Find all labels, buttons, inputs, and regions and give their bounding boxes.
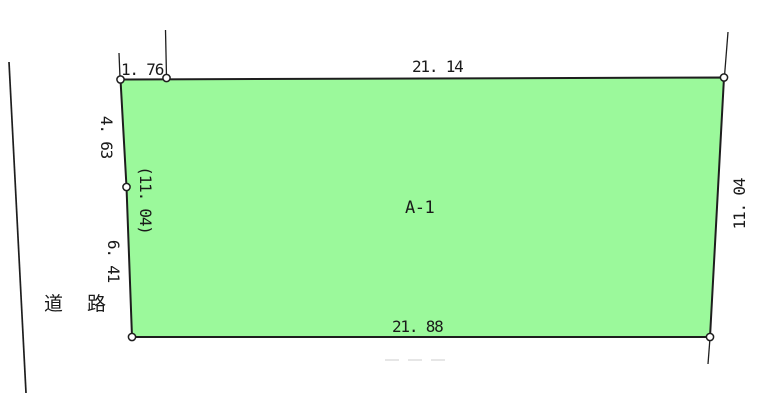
road-boundary-line [8,61,27,394]
extension-line-top-right [723,31,729,77]
dimension-bottom: 21. 88 [392,317,443,336]
extension-line-bottom-right [707,337,711,365]
extension-line-top-offset [164,29,168,78]
parcel-a1-outline [119,76,726,338]
vertex-marker [705,332,715,342]
vertex-marker [162,73,171,83]
dimension-left-lower: 6. 41 [104,240,123,283]
parcel-label: A-1 [405,198,434,218]
vertex-marker [719,73,729,82]
dimension-right: 11. 04 [730,178,749,229]
vertex-marker [127,332,137,342]
dimension-top-offset: 1. 76 [121,60,164,79]
vertex-marker [122,182,131,192]
dimension-top: 21. 14 [412,57,463,76]
extension-line-top-left [118,52,121,79]
dimension-left-total: (11. 04) [136,166,155,233]
road-label: 道 路 [44,293,115,315]
vertex-marker [116,75,125,84]
dimension-left-upper: 4. 63 [97,116,116,159]
